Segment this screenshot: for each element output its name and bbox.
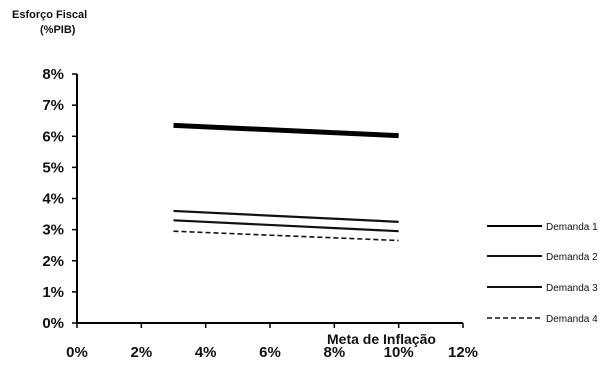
series-line-3 xyxy=(173,219,399,233)
y-tick-label: 4% xyxy=(42,191,64,208)
x-tick-label: 4% xyxy=(195,344,217,361)
y-tick-label: 8% xyxy=(42,66,64,83)
x-tick-label: 12% xyxy=(448,344,478,361)
series-group xyxy=(173,122,399,242)
y-tick-label: 1% xyxy=(42,284,64,301)
series-line-4 xyxy=(173,230,399,242)
y-tick-label: 3% xyxy=(42,222,64,239)
legend: Demanda 1 Demanda 2 Demanda 3 Demanda 4 xyxy=(487,222,598,325)
x-tick-label: 6% xyxy=(259,344,281,361)
y-tick-label: 5% xyxy=(42,159,64,176)
y-tick-label: 0% xyxy=(42,315,64,332)
series-line-2 xyxy=(173,209,399,223)
y-tick-label: 7% xyxy=(42,97,64,114)
legend-label-2: Demanda 2 xyxy=(546,252,598,263)
axes: 0% 1% 2% 3% 4% 5% 6% 7% 8% 0% 2% 4% 6% 8% 10% 12% xyxy=(42,66,478,361)
x-axis-title: Meta de Inflação xyxy=(327,331,436,347)
series-line-1 xyxy=(173,122,399,139)
legend-label-1: Demanda 1 xyxy=(546,222,598,233)
x-tick-label: 0% xyxy=(66,344,88,361)
y-axis-title-line-1: Esforço Fiscal xyxy=(12,9,87,21)
y-tick-label: 6% xyxy=(42,128,64,145)
x-tick-label: 10% xyxy=(384,344,414,361)
y-tick-label: 2% xyxy=(42,253,64,270)
x-tick-label: 2% xyxy=(130,344,152,361)
legend-label-3: Demanda 3 xyxy=(546,283,598,294)
y-axis-title-line-2: (%PIB) xyxy=(40,24,76,36)
x-tick-label: 8% xyxy=(323,344,345,361)
legend-label-4: Demanda 4 xyxy=(546,314,598,325)
